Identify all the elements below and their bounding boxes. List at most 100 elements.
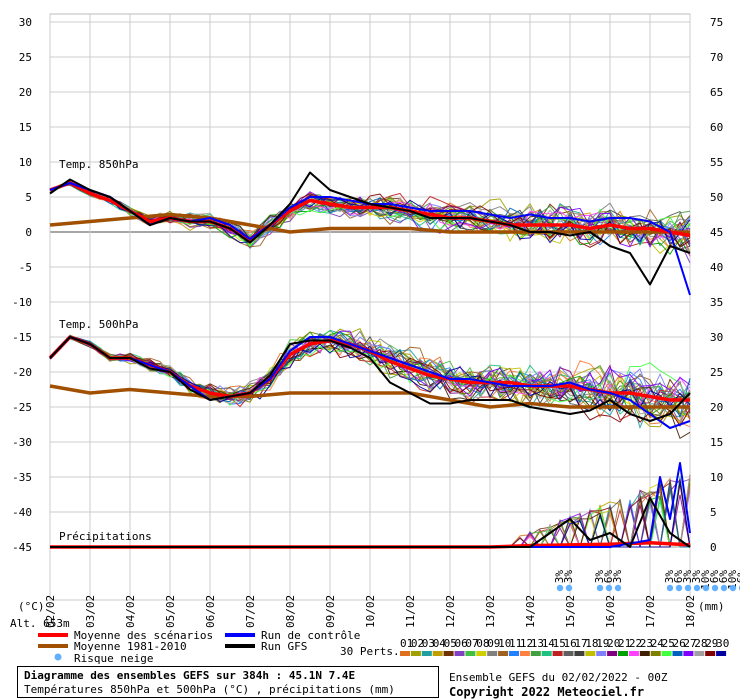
run-label: Ensemble GEFS du 02/02/2022 - 00Z <box>449 671 668 684</box>
member-color-swatch <box>628 651 639 656</box>
snow-icon <box>614 584 622 592</box>
member-color-swatch <box>618 651 628 656</box>
left-tick-label: -20 <box>12 366 32 379</box>
panel-label-t850: Temp. 850hPa <box>59 158 138 171</box>
legend-label: Moyenne des scénarios <box>74 629 213 642</box>
legend-label: Risque neige <box>74 652 153 665</box>
left-tick-label: 0 <box>25 226 32 239</box>
chart-subtitle: Températures 850hPa et 500hPa (°C) , pré… <box>24 683 395 696</box>
x-tick-label: 06/02 <box>204 595 217 628</box>
left-tick-label: -25 <box>12 401 32 414</box>
snow-risk-pct: 3% <box>690 570 703 584</box>
x-tick-label: 09/02 <box>324 595 337 628</box>
member-id-label: 21 <box>618 637 631 650</box>
member-id-label: 08 <box>476 637 489 650</box>
snow-risk-pct: 3% <box>562 570 575 584</box>
member-id-label: 05 <box>444 637 457 650</box>
right-tick-label: 25 <box>710 366 723 379</box>
right-tick-label: 75 <box>710 16 723 29</box>
snow-risk-pct: 3% <box>553 570 566 584</box>
snow-risk-pct: 3% <box>663 570 676 584</box>
member-color-swatch <box>410 651 421 656</box>
member-color-swatch <box>400 651 410 656</box>
member-id-label: 02 <box>411 637 424 650</box>
right-tick-label: 65 <box>710 86 723 99</box>
member-color-swatch <box>487 651 498 656</box>
snow-risk-pct: 6% <box>602 570 615 584</box>
member-color-swatch <box>563 651 574 656</box>
legend-label: Run de contrôle <box>261 629 360 642</box>
ensemble-member-line <box>49 335 691 399</box>
chart-title: Diagramme des ensembles GEFS sur 384h : … <box>24 669 356 682</box>
x-tick-label: 02/02 <box>44 595 57 628</box>
panel-label-t500: Temp. 500hPa <box>59 318 138 331</box>
right-tick-label: 60 <box>710 121 723 134</box>
snow-risk-markers: 3%3%3%6%3%3%6%3%3%10%6%6%10%6%3%6%3%3%3% <box>553 570 740 592</box>
right-tick-label: 10 <box>710 471 723 484</box>
snow-icon <box>596 584 604 592</box>
member-color-swatch <box>639 651 650 656</box>
snow-risk-pct: 6% <box>735 570 740 584</box>
member-id-label: 14 <box>542 637 556 650</box>
snow-icon <box>675 584 683 592</box>
member-color-swatch <box>530 651 541 656</box>
members-count-label: 30 Perts. <box>340 645 400 658</box>
member-id-label: 30 <box>716 637 729 650</box>
left-tick-label: -35 <box>12 471 32 484</box>
snow-risk-pct: 6% <box>672 570 685 584</box>
left-axis-ticks: 30 25 20 15 10 5 0 -5 -10 -15 -20 -25 -30 -35 -40 -45 <box>12 16 32 554</box>
member-id-label: 29 <box>705 637 718 650</box>
member-id-label: 01 <box>400 637 413 650</box>
right-unit-label: (mm) <box>698 600 725 613</box>
member-color-swatch <box>498 651 509 656</box>
member-color-swatch <box>421 651 432 656</box>
member-id-label: 09 <box>487 637 500 650</box>
snow-risk-pct: 6% <box>708 570 721 584</box>
snow-icon <box>702 584 710 592</box>
member-color-swatch <box>672 651 683 656</box>
member-id-label: 17 <box>574 637 587 650</box>
snow-icon <box>556 584 564 592</box>
series-line-t500 <box>49 384 690 409</box>
member-color-swatch <box>607 651 618 656</box>
x-tick-label: 13/02 <box>484 595 497 628</box>
member-color-swatch <box>596 651 607 656</box>
member-id-label: 03 <box>422 637 435 650</box>
left-unit-label: (°C) <box>18 600 45 613</box>
member-color-swatch <box>443 651 454 656</box>
member-color-swatch <box>454 651 465 656</box>
member-color-swatch <box>650 651 661 656</box>
snow-risk-pct: 10% <box>726 570 739 590</box>
right-tick-label: 70 <box>710 51 723 64</box>
left-tick-label: 10 <box>19 156 32 169</box>
right-tick-label: 30 <box>710 331 723 344</box>
legend-label: Moyenne 1981-2010 <box>74 640 187 653</box>
right-tick-label: 20 <box>710 401 723 414</box>
member-id-label: 15 <box>553 637 566 650</box>
member-color-swatch <box>432 651 443 656</box>
member-color-swatch <box>541 651 552 656</box>
left-tick-label: 15 <box>19 121 32 134</box>
member-color-swatch <box>519 651 530 656</box>
left-tick-label: -45 <box>12 541 32 554</box>
series-line-t850 <box>49 181 691 241</box>
member-id-label: 20 <box>607 637 620 650</box>
right-tick-label: 35 <box>710 296 723 309</box>
left-tick-label: -15 <box>12 331 32 344</box>
snow-risk-pct: 6% <box>717 570 730 584</box>
series-line-precip <box>50 497 691 548</box>
x-tick-label: 16/02 <box>604 595 617 628</box>
left-tick-label: 25 <box>19 51 32 64</box>
right-tick-label: 40 <box>710 261 723 274</box>
right-tick-label: 45 <box>710 226 723 239</box>
x-axis-ticks: 02/02 03/02 04/02 05/02 06/02 07/02 08/02 09/02… <box>44 595 697 628</box>
snow-icon <box>605 584 613 592</box>
snow-icon <box>693 584 701 592</box>
x-tick-label: 05/02 <box>164 595 177 628</box>
x-tick-label: 14/02 <box>524 595 537 628</box>
left-tick-label: -5 <box>19 261 32 274</box>
member-id-label: 25 <box>662 637 675 650</box>
member-legend: 0102030405060708091011121314151617181920… <box>400 637 729 656</box>
